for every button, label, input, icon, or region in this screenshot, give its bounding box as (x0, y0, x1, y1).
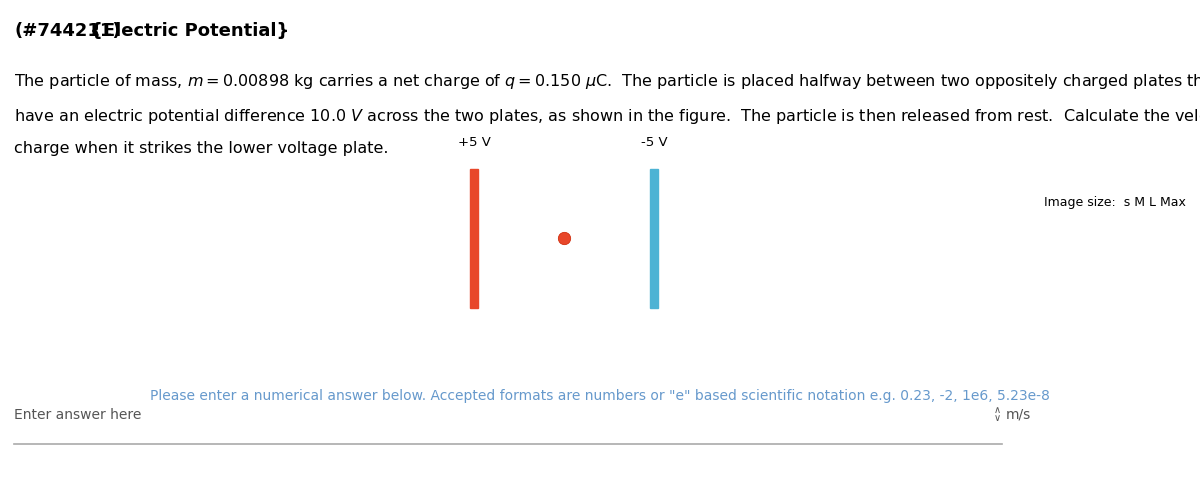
Text: -5 V: -5 V (641, 136, 667, 149)
FancyBboxPatch shape (650, 169, 658, 308)
Text: Please enter a numerical answer below. Accepted formats are numbers or "e" based: Please enter a numerical answer below. A… (150, 389, 1050, 403)
Text: m/s: m/s (1006, 408, 1031, 422)
Point (554, 234, 574, 242)
Text: Enter answer here: Enter answer here (14, 408, 142, 422)
Text: The particle of mass, $m = 0.00898$ kg carries a net charge of $q = 0.150$ $\mu$: The particle of mass, $m = 0.00898$ kg c… (14, 72, 1200, 91)
Text: Image size:  s M L Max: Image size: s M L Max (1044, 196, 1186, 209)
Text: charge when it strikes the lower voltage plate.: charge when it strikes the lower voltage… (14, 141, 389, 156)
Text: {Electric Potential}: {Electric Potential} (90, 22, 289, 40)
Text: have an electric potential difference $10.0$ $V$ across the two plates, as shown: have an electric potential difference $1… (14, 107, 1200, 125)
FancyBboxPatch shape (470, 169, 478, 308)
Text: ∧
∨: ∧ ∨ (994, 405, 1001, 423)
Text: +5 V: +5 V (457, 136, 491, 149)
Text: (#744211): (#744211) (14, 22, 121, 40)
